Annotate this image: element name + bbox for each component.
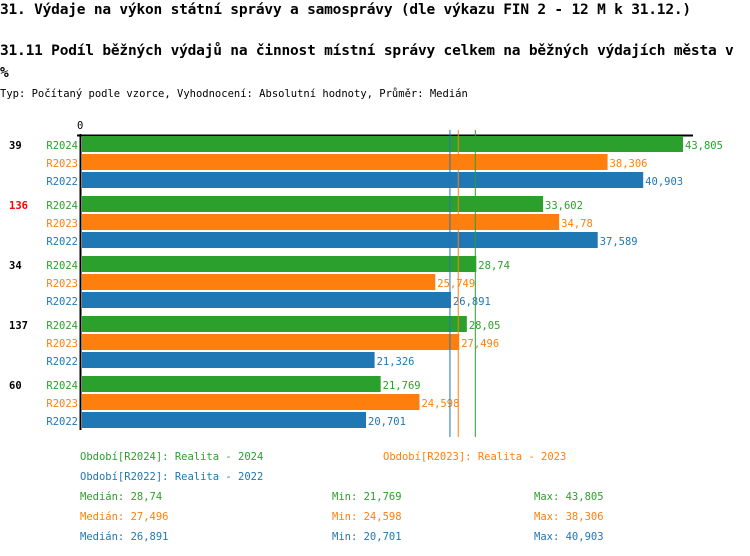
bar — [82, 376, 381, 392]
series-label: R2022 — [46, 356, 78, 368]
section-title: 31. Výdaje na výkon státní správy a samo… — [0, 2, 691, 18]
bar — [82, 136, 683, 152]
stat-max-r2024: Max: 43,805 — [534, 491, 604, 503]
bar — [82, 334, 460, 350]
bar-chart: 0 39 R2024 43,805 R2023 38,306 R2022 40,903 136 R… — [9, 120, 723, 437]
bar — [82, 256, 477, 272]
legend-r2023: Období[R2023]: Realita - 2023 — [383, 451, 567, 463]
value-label: 28,74 — [478, 260, 510, 272]
bar — [82, 214, 560, 230]
stat-median-r2024: Medián: 28,74 — [80, 491, 163, 503]
stat-max-r2023: Max: 38,306 — [534, 511, 604, 523]
stat-min-r2022: Min: 20,701 — [332, 531, 402, 543]
bar — [82, 232, 598, 248]
bar — [82, 352, 375, 368]
value-label: 25,749 — [437, 278, 475, 290]
series-label: R2023 — [46, 398, 78, 410]
legend-r2024: Období[R2024]: Realita - 2024 — [80, 451, 264, 463]
value-label: 21,326 — [377, 356, 415, 368]
bar — [82, 412, 367, 428]
series-label: R2023 — [46, 218, 78, 230]
stat-min-r2024: Min: 21,769 — [332, 491, 402, 503]
series-label: R2024 — [46, 200, 78, 212]
series-label: R2023 — [46, 338, 78, 350]
chart-title: 31.11 Podíl běžných výdajů na činnost mí… — [0, 43, 734, 81]
category-label: 60 — [9, 380, 22, 392]
category-label: 136 — [9, 200, 28, 212]
series-label: R2022 — [46, 416, 78, 428]
value-label: 43,805 — [685, 140, 723, 152]
bar — [82, 394, 420, 410]
value-label: 34,78 — [561, 218, 593, 230]
stat-median-r2023: Medián: 27,496 — [80, 511, 169, 523]
category-label: 39 — [9, 140, 22, 152]
value-label: 28,05 — [469, 320, 501, 332]
chart-info: Typ: Počítaný podle vzorce, Vyhodnocení:… — [0, 88, 468, 100]
value-label: 21,769 — [383, 380, 421, 392]
stat-max-r2022: Max: 40,903 — [534, 531, 604, 543]
value-label: 33,602 — [545, 200, 583, 212]
stat-min-r2023: Min: 24,598 — [332, 511, 402, 523]
category-label: 34 — [9, 260, 22, 272]
bar — [82, 172, 644, 188]
bar — [82, 274, 436, 290]
category-label: 137 — [9, 320, 28, 332]
series-label: R2024 — [46, 380, 78, 392]
bar — [82, 316, 467, 332]
stat-median-r2022: Medián: 26,891 — [80, 531, 169, 543]
legend-r2022: Období[R2022]: Realita - 2022 — [80, 471, 264, 483]
series-label: R2022 — [46, 296, 78, 308]
value-label: 20,701 — [368, 416, 406, 428]
value-label: 26,891 — [453, 296, 491, 308]
series-label: R2024 — [46, 140, 78, 152]
bar — [82, 196, 544, 212]
axis-tick-label: 0 — [77, 120, 83, 132]
series-label: R2022 — [46, 176, 78, 188]
value-label: 37,589 — [600, 236, 638, 248]
series-label: R2022 — [46, 236, 78, 248]
value-label: 40,903 — [645, 176, 683, 188]
series-label: R2023 — [46, 158, 78, 170]
bar — [82, 154, 608, 170]
value-label: 27,496 — [461, 338, 499, 350]
value-label: 38,306 — [610, 158, 648, 170]
bar — [82, 292, 451, 308]
value-label: 24,598 — [421, 398, 459, 410]
series-label: R2023 — [46, 278, 78, 290]
series-label: R2024 — [46, 320, 78, 332]
series-label: R2024 — [46, 260, 78, 272]
